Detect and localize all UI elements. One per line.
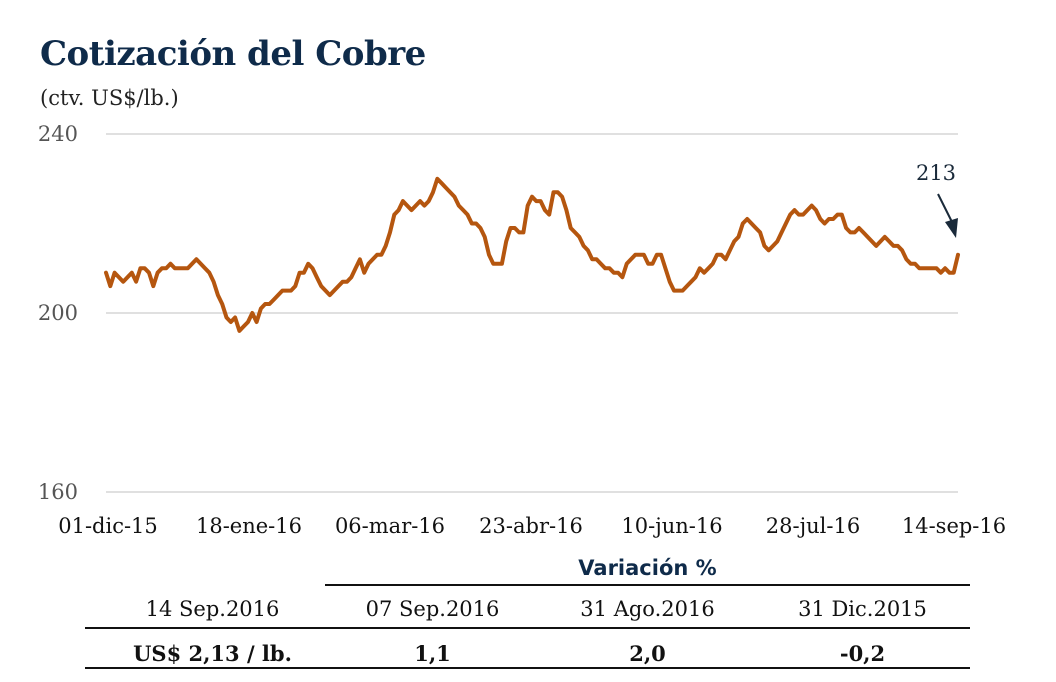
x-tick-label: 14-sep-16	[902, 514, 1006, 538]
y-tick-label: 240	[38, 122, 78, 146]
x-tick-label: 28-jul-16	[766, 514, 860, 538]
x-tick-label: 01-dic-15	[58, 514, 158, 538]
x-tick-label: 10-jun-16	[621, 514, 722, 538]
x-tick-label: 06-mar-16	[335, 514, 445, 538]
x-tick-label: 23-abr-16	[479, 514, 583, 538]
annotation-arrowhead	[945, 218, 958, 238]
y-tick-label: 160	[38, 480, 78, 504]
chart-subtitle: (ctv. US$/lb.)	[40, 86, 179, 110]
series-line	[104, 176, 960, 333]
annotation-arrow	[937, 193, 953, 223]
last-value-annotation: 213	[916, 161, 956, 185]
chart-title: Cotización del Cobre	[40, 34, 426, 74]
y-tick-label: 200	[38, 301, 78, 325]
x-tick-label: 18-ene-16	[196, 514, 302, 538]
